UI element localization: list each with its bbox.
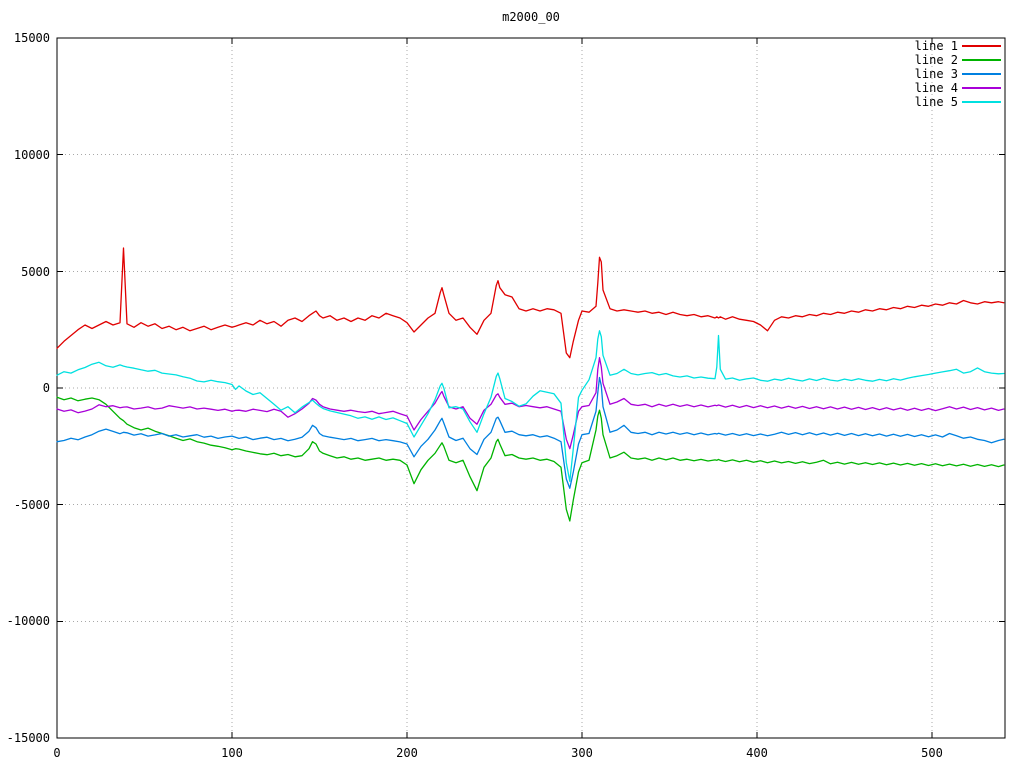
legend-line-swatch bbox=[962, 45, 1001, 47]
legend-label: line 3 bbox=[914, 67, 958, 81]
legend-item: line 3 bbox=[878, 67, 1008, 81]
legend-line-swatch bbox=[962, 59, 1001, 61]
legend-item: line 2 bbox=[878, 53, 1008, 67]
y-tick-label: 15000 bbox=[13, 31, 50, 45]
x-tick-label: 200 bbox=[396, 746, 418, 760]
x-tick-label: 500 bbox=[921, 746, 943, 760]
legend-line-swatch bbox=[962, 87, 1001, 89]
y-tick-label: 10000 bbox=[13, 148, 50, 162]
legend-line-swatch bbox=[962, 73, 1001, 75]
chart-title: m2000_00 bbox=[502, 10, 560, 24]
legend-line-swatch bbox=[962, 101, 1001, 103]
y-tick-label: -10000 bbox=[6, 614, 50, 628]
x-tick-label: 400 bbox=[746, 746, 768, 760]
y-tick-label: -15000 bbox=[6, 731, 50, 745]
legend-label: line 4 bbox=[914, 81, 958, 95]
legend-item: line 5 bbox=[878, 95, 1008, 109]
legend-label: line 1 bbox=[914, 39, 958, 53]
x-tick-label: 300 bbox=[571, 746, 593, 760]
y-tick-label: 0 bbox=[42, 381, 50, 395]
x-tick-label: 0 bbox=[53, 746, 61, 760]
y-tick-label: -5000 bbox=[13, 498, 50, 512]
x-tick-label: 100 bbox=[221, 746, 243, 760]
y-tick-label: 5000 bbox=[21, 265, 50, 279]
legend-label: line 5 bbox=[914, 95, 958, 109]
legend-item: line 1 bbox=[878, 39, 1008, 53]
legend-item: line 4 bbox=[878, 81, 1008, 95]
legend: line 1 line 2 line 3 line 4 line 5 bbox=[878, 39, 1008, 109]
legend-label: line 2 bbox=[914, 53, 958, 67]
